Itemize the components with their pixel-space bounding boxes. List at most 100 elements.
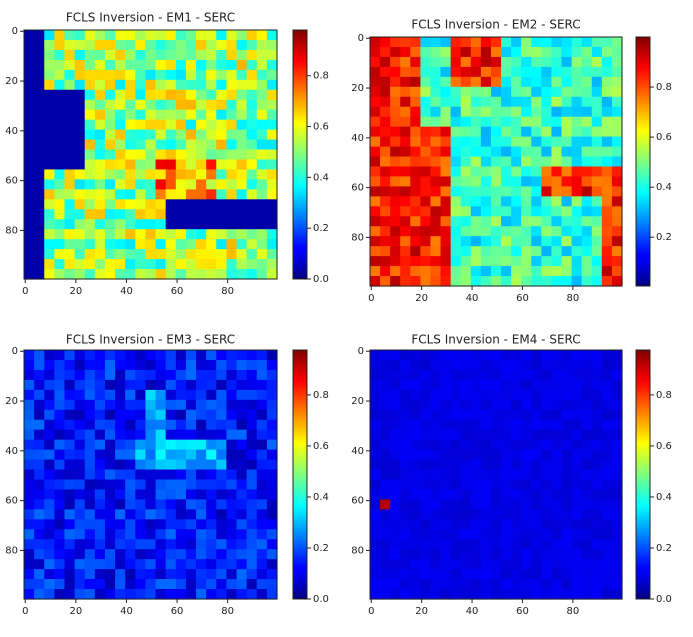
heatmap-texture — [185, 89, 197, 101]
heatmap-texture — [266, 399, 278, 411]
heatmap-texture — [104, 469, 116, 481]
heatmap-texture — [430, 106, 442, 118]
heatmap-texture — [54, 169, 66, 180]
heatmap-texture — [216, 69, 227, 81]
heatmap-texture — [165, 59, 177, 71]
heatmap-texture — [125, 359, 136, 371]
heatmap-texture — [440, 529, 452, 540]
heatmap-texture — [34, 379, 45, 391]
heatmap-texture — [490, 459, 502, 471]
heatmap-texture — [370, 549, 381, 560]
heatmap-texture — [115, 569, 126, 580]
heatmap-texture — [611, 359, 623, 371]
heatmap-texture — [74, 350, 86, 361]
heatmap-texture — [561, 439, 573, 451]
heatmap-texture — [420, 419, 432, 431]
y-tick-label: 40 — [5, 446, 18, 457]
colorbar-tick-label: 0.2 — [656, 543, 672, 554]
heatmap-texture — [135, 379, 147, 391]
heatmap-texture — [531, 479, 542, 491]
heatmap-texture — [511, 379, 522, 391]
heatmap-texture — [115, 119, 126, 131]
heatmap-texture — [490, 196, 502, 207]
heatmap-texture — [380, 459, 391, 471]
heatmap-texture — [571, 246, 583, 257]
heatmap-texture — [226, 59, 238, 71]
heatmap-texture — [216, 479, 227, 491]
heatmap-texture — [450, 96, 462, 108]
x-tick-label: 60 — [171, 606, 184, 617]
heatmap-texture — [74, 269, 86, 280]
heatmap-texture — [470, 56, 482, 68]
heatmap-texture — [246, 399, 258, 411]
heatmap-texture — [521, 539, 532, 550]
heatmap-texture — [104, 579, 116, 590]
heatmap-texture — [611, 469, 623, 481]
heatmap-texture — [216, 129, 227, 141]
heatmap-texture — [64, 89, 76, 101]
heatmap-texture — [104, 549, 116, 560]
axes-frame — [23, 29, 278, 280]
heatmap-texture — [400, 359, 411, 371]
heatmap-texture — [125, 49, 136, 61]
heatmap-texture — [370, 589, 381, 600]
heatmap-texture — [591, 569, 603, 580]
heatmap-texture — [54, 539, 66, 550]
heatmap-texture — [165, 389, 177, 401]
heatmap-texture — [601, 266, 613, 277]
heatmap-texture — [480, 399, 492, 411]
heatmap-texture — [145, 239, 157, 250]
heatmap-texture — [460, 489, 472, 500]
heatmap-texture — [236, 189, 248, 200]
heatmap-texture — [440, 589, 452, 600]
heatmap-texture — [531, 206, 542, 217]
heatmap-texture — [480, 559, 492, 570]
heatmap-texture — [54, 399, 66, 411]
heatmap-texture — [470, 246, 482, 257]
heatmap-texture — [571, 479, 583, 491]
heatmap-texture — [460, 56, 472, 68]
heatmap-texture — [370, 86, 381, 98]
heatmap-texture — [246, 59, 258, 71]
heatmap-texture — [94, 119, 106, 131]
heatmap-texture — [104, 519, 116, 530]
heatmap-texture — [390, 499, 401, 510]
heatmap-texture — [410, 449, 421, 461]
heatmap-texture — [551, 479, 563, 491]
heatmap-texture — [196, 549, 207, 560]
heatmap-texture — [24, 89, 35, 101]
heatmap-texture — [155, 509, 167, 520]
heatmap-texture — [380, 559, 391, 570]
heatmap-texture — [185, 209, 197, 220]
heatmap-texture — [400, 186, 411, 197]
heatmap-texture — [561, 66, 573, 78]
heatmap-texture — [216, 269, 227, 280]
heatmap-texture — [541, 166, 553, 178]
heatmap-texture — [54, 39, 66, 51]
heatmap-texture — [104, 179, 116, 190]
heatmap-texture — [611, 176, 623, 187]
heatmap-texture — [571, 549, 583, 560]
heatmap-texture — [410, 350, 421, 361]
heatmap-texture — [521, 429, 532, 441]
heatmap-texture — [216, 199, 227, 210]
heatmap-texture — [410, 246, 421, 257]
heatmap-texture — [470, 216, 482, 227]
heatmap-texture — [611, 459, 623, 471]
heatmap-texture — [601, 539, 613, 550]
heatmap-texture — [561, 46, 573, 58]
heatmap-texture — [571, 449, 583, 461]
heatmap-texture — [551, 499, 563, 510]
heatmap-texture — [206, 149, 217, 161]
heatmap-texture — [440, 509, 452, 520]
heatmap-texture — [54, 449, 66, 461]
heatmap-texture — [390, 56, 401, 68]
heatmap-texture — [440, 216, 452, 227]
heatmap-texture — [196, 519, 207, 530]
heatmap-texture — [175, 109, 187, 121]
heatmap-texture — [440, 429, 452, 441]
heatmap-texture — [74, 569, 86, 580]
heatmap-texture — [470, 489, 482, 500]
heatmap-texture — [370, 76, 381, 88]
